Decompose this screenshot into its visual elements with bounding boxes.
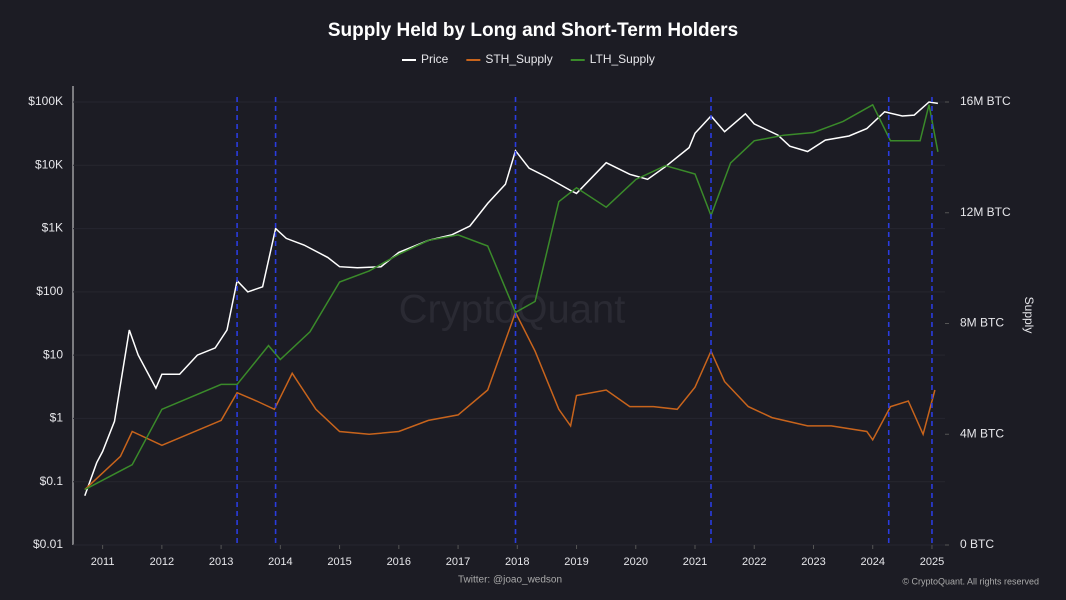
x-tick-label: 2020 [624,556,648,568]
y-tick-label: $1K [42,221,63,235]
x-tick-label: 2017 [446,556,470,568]
y-tick-label: $1 [50,411,64,425]
x-tick-label: 2015 [327,556,351,568]
x-tick-label: 2023 [801,556,825,568]
y-tick-label: $10K [35,157,63,171]
y-tick-label: $0.1 [40,474,64,488]
series-line [84,101,939,497]
y2-tick-label: 12M BTC [960,205,1011,219]
y2-tick-label: 8M BTC [960,316,1004,330]
x-tick-label: 2014 [268,556,292,568]
x-tick-label: 2016 [387,556,411,568]
series-line [84,103,939,491]
x-tick-label: 2011 [91,556,115,568]
chart-title: Supply Held by Long and Short-Term Holde… [328,20,738,41]
legend-label: STH_Supply [485,52,552,66]
x-tick-label: 2013 [209,556,233,568]
y2-tick-label: 4M BTC [960,426,1004,440]
y-tick-label: $0.01 [33,537,63,551]
series-line [84,310,936,491]
y2-axis-label: Supply [1022,297,1036,334]
y-tick-label: $100K [28,94,63,108]
x-tick-label: 2024 [860,556,884,568]
watermark: CryptoQuant [399,288,626,332]
legend-label: LTH_Supply [590,52,655,66]
y2-tick-label: 16M BTC [960,94,1011,108]
x-tick-label: 2025 [920,556,944,568]
source-note: Twitter: @joao_wedson [458,575,562,586]
y-tick-label: $100 [36,284,63,298]
copyright: © CryptoQuant. All rights reserved [902,576,1039,586]
x-tick-label: 2012 [150,556,174,568]
x-tick-label: 2018 [505,556,529,568]
legend-label: Price [421,52,449,66]
y-tick-label: $10 [43,347,63,361]
y2-tick-label: 0 BTC [960,537,994,551]
x-tick-label: 2019 [564,556,588,568]
x-tick-label: 2021 [683,556,707,568]
x-tick-label: 2022 [742,556,766,568]
